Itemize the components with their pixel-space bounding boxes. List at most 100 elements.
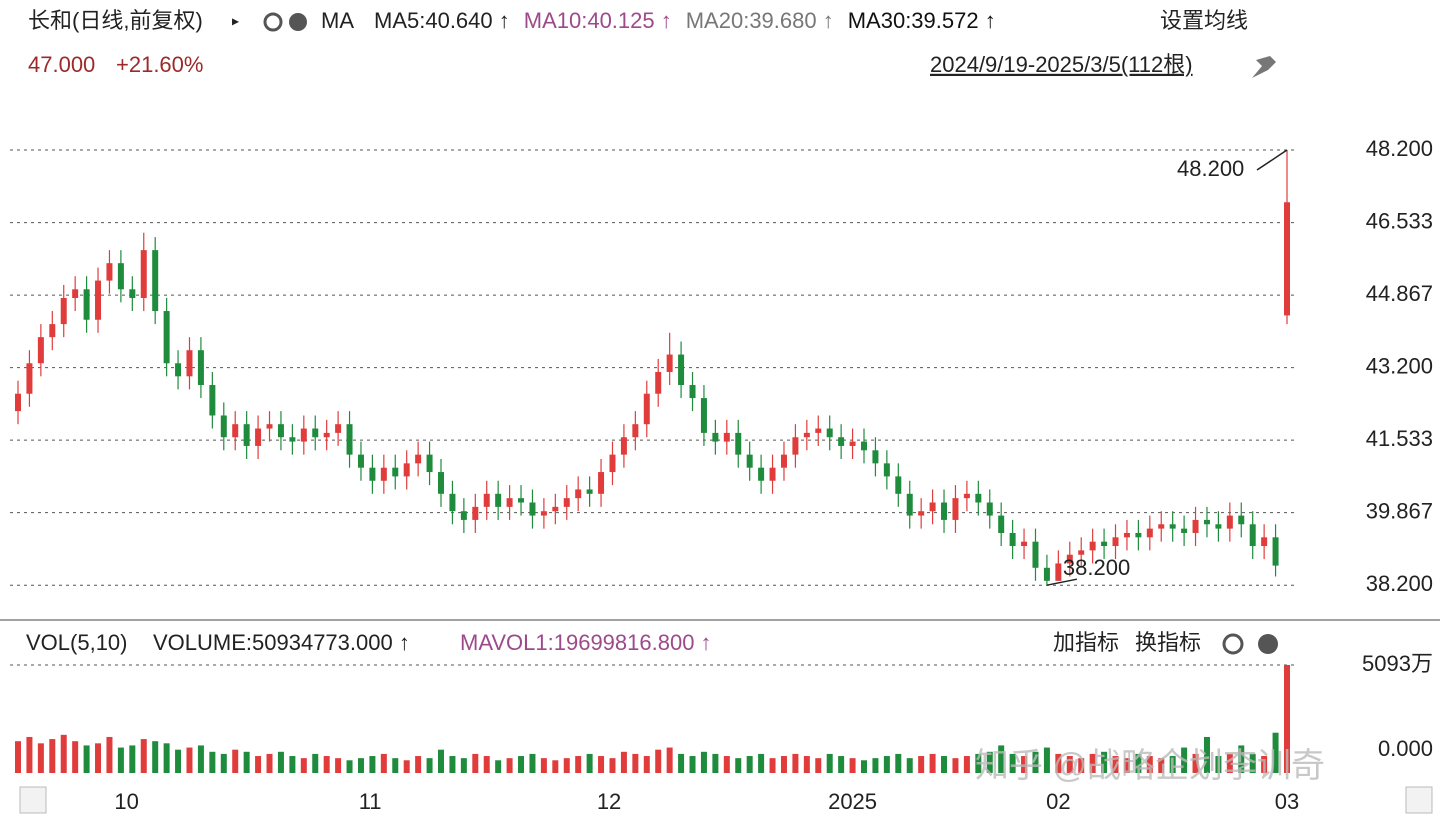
candle-body	[72, 289, 79, 298]
volume-bar	[941, 756, 948, 773]
volume-bar	[312, 753, 319, 773]
add-indicator[interactable]: 加指标	[1053, 630, 1119, 655]
volume-bar	[15, 741, 21, 773]
candle-body	[963, 493, 970, 499]
volume-bar	[815, 758, 822, 773]
candle-body	[780, 454, 787, 468]
candle-body	[758, 467, 765, 481]
candle-body	[1009, 532, 1016, 547]
vol-value: VOLUME:50934773.000 ↑	[153, 630, 410, 655]
volume-bar	[883, 756, 890, 773]
vol-settings-icon[interactable]	[1222, 633, 1244, 655]
candle-body	[255, 428, 262, 446]
candle-body	[540, 511, 547, 516]
volume-bar	[609, 758, 616, 773]
volume-bar	[255, 756, 262, 773]
volume-bar	[209, 751, 216, 773]
candle-body	[175, 363, 182, 377]
candle-body	[906, 493, 913, 516]
volume-bar	[861, 760, 867, 773]
candle-body	[438, 472, 444, 494]
candle-body	[838, 437, 845, 446]
candle-body	[243, 424, 250, 446]
volume-bar	[906, 758, 913, 773]
candle-body	[1249, 524, 1256, 547]
candle-body	[49, 324, 56, 338]
volume-bar	[803, 756, 810, 773]
volume-bar	[1238, 745, 1245, 773]
candle-body	[815, 428, 822, 433]
volume-bar	[460, 758, 467, 773]
ma-legend-item: MA20:39.680 ↑	[686, 8, 834, 33]
candle-body	[849, 441, 856, 446]
volume-bar	[1158, 758, 1165, 773]
candle-body	[1203, 519, 1210, 525]
candle-body	[666, 354, 673, 372]
volume-bar	[1066, 756, 1073, 773]
volume-bar	[769, 758, 776, 773]
annotation-label: 48.200	[1177, 156, 1244, 181]
volume-bar	[175, 749, 182, 773]
settings-button[interactable]: 设置均线	[1160, 8, 1248, 33]
volume-bar	[792, 753, 799, 773]
switch-indicator[interactable]: 换指标	[1135, 630, 1201, 655]
candle-body	[392, 467, 399, 477]
candle-body	[1226, 515, 1233, 529]
settings-icon[interactable]	[263, 12, 283, 32]
candle-body	[117, 263, 124, 290]
volume-bar	[655, 749, 662, 773]
volume-bar	[1192, 753, 1199, 773]
volume-bar	[1135, 753, 1142, 773]
volume-bar	[826, 753, 833, 773]
candle-body	[792, 437, 799, 455]
volume-bar	[186, 747, 193, 773]
x-tick-label: 03	[1275, 789, 1299, 814]
volume-bar	[666, 747, 673, 773]
annotation-arrow	[1046, 578, 1078, 586]
candle-body	[1158, 524, 1165, 529]
volume-bar	[952, 758, 959, 773]
date-range[interactable]: 2024/9/19-2025/3/5(112根)	[930, 52, 1193, 77]
candle-body	[472, 506, 479, 520]
volume-bar	[563, 758, 570, 773]
candle-body	[197, 350, 204, 386]
volume-bar	[518, 756, 525, 773]
change: +21.60%	[116, 52, 203, 77]
volume-bar	[129, 745, 136, 773]
x-tick-label: 2025	[828, 789, 877, 814]
candle-body	[1135, 532, 1142, 538]
candle-body	[1089, 541, 1096, 551]
volume-bar	[1123, 758, 1130, 773]
candle-body	[563, 498, 570, 507]
volume-bar	[918, 756, 925, 773]
pin-icon[interactable]	[1252, 56, 1276, 78]
vol-name: VOL(5,10)	[26, 630, 128, 655]
candle-body	[769, 467, 776, 481]
volume-bar	[895, 753, 902, 773]
candle-body	[826, 428, 833, 438]
volume-bar	[37, 743, 44, 773]
volume-bar	[780, 756, 787, 773]
candle-body	[277, 424, 284, 438]
candle-body	[746, 454, 753, 468]
candle-body	[37, 337, 44, 364]
close-icon[interactable]	[289, 13, 307, 31]
volume-bar	[1181, 747, 1188, 773]
volume-bar	[106, 736, 113, 773]
vol-close-icon[interactable]	[1258, 634, 1278, 654]
scroll-right[interactable]	[1405, 786, 1433, 814]
volume-bar	[746, 756, 753, 773]
candle-body	[1066, 554, 1073, 564]
volume-bar	[438, 749, 444, 773]
candle-body	[1284, 202, 1290, 316]
candle-body	[678, 354, 685, 386]
y-tick-label: 5093万	[1362, 651, 1433, 676]
x-tick-label: 12	[597, 789, 621, 814]
volume-bar	[60, 734, 67, 773]
expand-icon[interactable]: ▸	[232, 13, 239, 29]
watermark: 知乎 @战略企划李训奇	[975, 747, 1325, 785]
volume-bar	[689, 756, 696, 773]
scroll-left[interactable]	[19, 786, 47, 814]
volume-bar	[95, 743, 102, 773]
volume-bar	[586, 753, 593, 773]
